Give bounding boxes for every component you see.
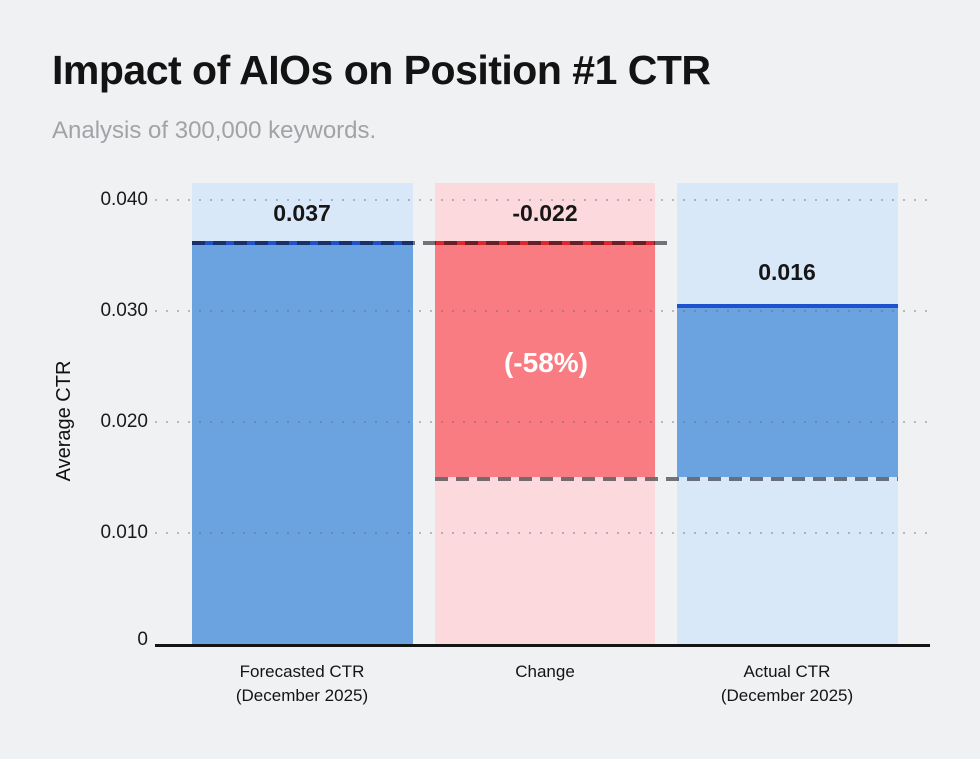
gridline-0030 [155, 310, 935, 312]
y-tick-label-0040: 0.040 [100, 189, 148, 210]
x-tick-label-change: Change [415, 660, 675, 684]
x-axis-line [155, 644, 930, 647]
y-tick-label-0030: 0.030 [100, 300, 148, 321]
gridline-0020 [155, 421, 935, 423]
x-tick-label-actual: Actual CTR (December 2025) [657, 660, 917, 708]
x-tick-label-line1: Change [515, 662, 575, 681]
y-tick-label-0010: 0.010 [100, 522, 148, 543]
bar-cap-actual [677, 304, 898, 308]
value-label-forecasted: 0.037 [273, 200, 331, 226]
connector-line-top [192, 241, 668, 245]
bar-change [435, 245, 655, 477]
x-tick-label-forecasted: Forecasted CTR (December 2025) [172, 660, 432, 708]
connector-line-bottom [435, 477, 898, 481]
change-percent-annotation: (-58%) [503, 347, 588, 378]
y-tick-label-0020: 0.020 [100, 411, 148, 432]
bar-actual-ctr [677, 308, 898, 477]
value-label-actual: 0.016 [758, 259, 816, 285]
page-title: Impact of AIOs on Position #1 CTR [52, 47, 711, 93]
gridline-0010 [155, 532, 935, 534]
x-tick-label-line1: Forecasted CTR [239, 662, 365, 681]
chart-subtitle: Analysis of 300,000 keywords. [52, 117, 377, 144]
x-tick-label-line1: Actual CTR [743, 662, 831, 681]
x-tick-label-line2: (December 2025) [235, 686, 369, 705]
x-tick-label-line2: (December 2025) [720, 686, 854, 705]
gridline-0040 [155, 199, 935, 201]
y-tick-label-0: 0 [137, 629, 148, 650]
bar-forecasted-ctr [192, 245, 413, 644]
value-label-change: -0.022 [512, 200, 578, 226]
